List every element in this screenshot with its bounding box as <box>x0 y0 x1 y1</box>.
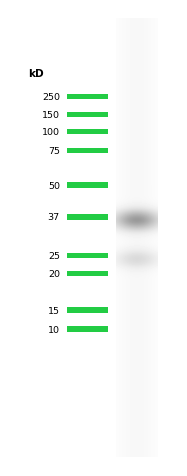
Text: kD: kD <box>28 69 43 79</box>
Text: 50: 50 <box>48 181 60 190</box>
Text: 10: 10 <box>48 325 60 334</box>
Text: 37: 37 <box>48 213 60 222</box>
Bar <box>67 271 108 276</box>
Bar <box>67 215 108 220</box>
Bar <box>67 308 108 313</box>
Text: 75: 75 <box>48 147 60 156</box>
Bar <box>67 327 108 332</box>
Text: 25: 25 <box>48 251 60 260</box>
Bar <box>67 129 108 135</box>
Text: 20: 20 <box>48 269 60 278</box>
Bar <box>67 149 108 154</box>
Text: 250: 250 <box>42 93 60 102</box>
Text: 100: 100 <box>42 128 60 136</box>
Bar <box>67 253 108 258</box>
Bar <box>67 183 108 188</box>
Text: 15: 15 <box>48 306 60 315</box>
Bar <box>67 95 108 100</box>
Bar <box>67 112 108 118</box>
Text: 150: 150 <box>42 111 60 119</box>
